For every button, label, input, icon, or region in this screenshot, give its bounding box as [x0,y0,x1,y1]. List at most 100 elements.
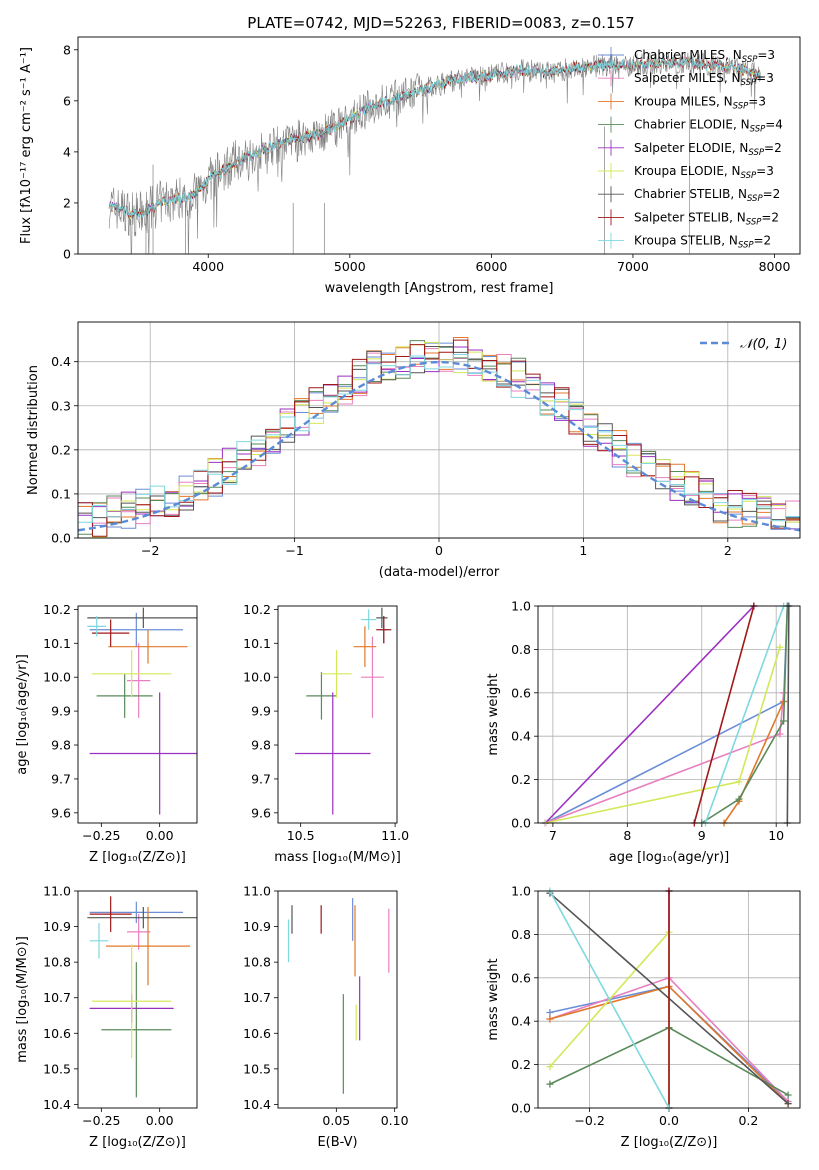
age_vs_mass-ytick-label: 9.8 [251,738,271,753]
mass_vs_ebv-ytick-label: 11.0 [243,884,271,899]
legend-label: Kroupa MILES, NSSP=3 [634,94,766,111]
cum_weight_Z-axes: −0.2 0.0 0.2 0.0 0.2 0.4 0.6 0.8 1.0 Z [log₁₀(Z/Z… [486,884,800,1150]
mass_vs_Z-ytick-label: 10.4 [43,1097,71,1112]
cum_weight_Z-ytick-label: 1.0 [511,884,531,899]
age_vs_Z-frame [77,605,198,824]
mass_vs_Z-ytick-label: 10.8 [43,955,71,970]
cum_weight_age-marker [735,795,743,803]
age_vs_Z-ylabel: age [log₁₀(age/yr)] [15,654,30,775]
cum_weight_age-plot [541,602,793,827]
age_vs_Z-ytick-label: 10.1 [43,636,71,651]
cum_weight_age-frame [537,605,801,824]
spectrum-ylabel: Flux [fλ10⁻¹⁷ erg cm⁻² s⁻¹ A⁻¹] [19,47,34,244]
age_vs_Z-ytick-label: 9.9 [51,704,71,719]
mass_vs_Z-ytick-label: 10.5 [43,1061,71,1076]
residuals-axes: −2 −1 0 1 2 0.0 0.1 0.2 0.3 0.4 (data-model)/error… [26,322,800,580]
legend-label: Chabrier MILES, NSSP=3 [634,48,775,65]
age_vs_Z-ytick-label: 9.8 [51,738,71,753]
cum_weight_Z-line [549,930,670,1108]
cum_weight_Z-marker [546,1009,554,1017]
legend-label: Kroupa STELIB, NSSP=2 [634,234,771,251]
cum_weight_Z-marker [546,1015,554,1023]
residuals-xtick-label: 1 [579,543,587,558]
cum_weight_age-line [545,605,789,824]
cum_weight_Z-marker [546,1080,554,1088]
cum_weight_age-ytick-label: 0.0 [511,816,531,831]
residuals-ytick-label: 0.2 [51,442,71,457]
cum_weight_age-xtick-label: 10 [768,828,784,843]
spectrum-xlabel: wavelength [Angstrom, rest frame] [325,281,554,296]
mass_vs_Z-ytick-label: 10.7 [43,990,71,1005]
age_vs_mass-ytick-label: 10.0 [243,670,271,685]
legend-label: Salpeter ELODIE, NSSP=2 [634,141,782,158]
age_vs_mass-ytick-label: 10.1 [243,636,271,651]
cum_weight_Z-plot [546,887,792,1112]
age_vs_mass-axes: 10.5 11.0 9.6 9.7 9.8 9.9 10.0 10.1 10.2 mass [lo… [243,602,409,865]
cum_weight_Z-ylabel: mass weight [486,958,501,1040]
cum_weight_age-line [786,605,790,824]
spectrum-ytick-label: 0 [63,247,71,262]
age_vs_mass-ytick-label: 9.6 [251,805,271,820]
cum_weight_age-xlabel: age [log₁₀(age/yr)] [609,850,730,865]
mass_vs_Z-ytick-label: 11.0 [43,884,71,899]
spectrum-xtick-label: 7000 [617,259,649,274]
spectrum-xtick-label: 6000 [475,259,507,274]
mass_vs_Z-ytick-label: 10.6 [43,1026,71,1041]
age_vs_Z-xlabel: Z [log₁₀(Z/Z⊙)] [89,850,186,865]
cum_weight_age-marker [776,730,784,738]
spectrum-xtick-label: 8000 [759,259,791,274]
cum_weight_age-ytick-label: 0.4 [511,729,531,744]
age_vs_Z-ytick-label: 10.2 [43,602,71,617]
mass_vs_Z-xtick-label: 0.00 [146,1113,174,1128]
age_vs_mass-plot [295,607,392,815]
age_vs_Z-ytick-label: 9.6 [51,805,71,820]
residuals-xtick-label: 0 [435,543,443,558]
cum_weight_Z-line [549,890,670,1109]
cum_weight_age-marker [776,643,784,651]
age_vs_mass-ytick-label: 9.7 [251,771,271,786]
cum_weight_Z-frame [537,890,801,1109]
cum_weight_age-line [723,701,785,824]
spectrum-plot [108,52,761,254]
age_vs_Z-xtick-label: −0.25 [82,828,120,843]
mass_vs_Z-plot [87,896,197,1098]
mass_vs_ebv-axes: 0.05 0.10 10.4 10.5 10.6 10.7 10.8 10.9 11.0 E(B-… [243,884,408,1151]
cum_weight_age-line [545,646,781,824]
spectrum-legend: Chabrier MILES, NSSP=3 Salpeter MILES, NS… [598,47,783,251]
cum_weight_age-ytick-label: 0.2 [511,772,531,787]
cum_weight_Z-marker [784,1091,792,1099]
cum_weight_Z-xtick-label: 0.0 [659,1113,679,1128]
cum_weight_age-line [544,605,755,824]
spectrum-model-line [108,57,761,219]
mass_vs_Z-axes: −0.25 0.00 10.4 10.5 10.6 10.7 10.8 10.9 11.0 Z [… [15,884,186,1151]
residuals-xtick-label: −1 [285,543,303,558]
mass_vs_ebv-xtick-label: 0.10 [381,1113,409,1128]
age_vs_mass-xtick-label: 11.0 [381,828,409,843]
normal-curve [78,360,800,532]
mass_vs_ebv-plot [287,898,390,1094]
spectrum-ytick-label: 8 [63,42,71,57]
residuals-ytick-label: 0.4 [51,354,71,369]
cum_weight_age-ytick-label: 0.6 [511,685,531,700]
residuals-ytick-label: 0.1 [51,486,71,501]
legend-label: Salpeter STELIB, NSSP=2 [634,210,779,227]
age_vs_Z-ytick-label: 9.7 [51,771,71,786]
mass_vs_Z-ytick-label: 10.9 [43,919,71,934]
residuals-frame [77,321,801,539]
residuals-ylabel: Normed distribution [26,365,41,495]
cum_weight_age-line [704,605,785,824]
mass_vs_Z-xlabel: Z [log₁₀(Z/Z⊙)] [89,1135,186,1150]
residuals-histogram [78,346,800,538]
cum_weight_age-marker [735,778,743,786]
residuals-xtick-label: −2 [141,543,159,558]
cum_weight_age-ytick-label: 1.0 [511,599,531,614]
legend-label: Chabrier STELIB, NSSP=2 [634,187,780,204]
cum_weight_Z-xtick-label: −0.2 [574,1113,604,1128]
legend-label: Kroupa ELODIE, NSSP=3 [634,164,774,181]
age_vs_Z-xtick-label: 0.00 [146,828,174,843]
figure-title: PLATE=0742, MJD=52263, FIBERID=0083, z=0… [247,14,634,32]
spectrum-ytick-label: 4 [63,144,71,159]
cum_weight_age-marker [780,689,788,697]
mass_vs_ebv-ytick-label: 10.7 [243,990,271,1005]
